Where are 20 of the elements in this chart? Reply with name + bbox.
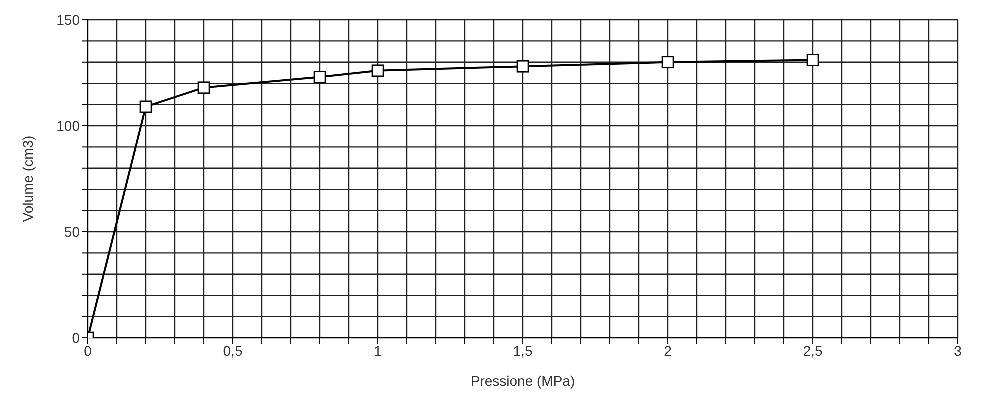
x-tick-label: 3 bbox=[954, 342, 962, 359]
x-tick-label: 1,5 bbox=[513, 342, 533, 359]
x-tick-label: 0 bbox=[84, 342, 92, 359]
y-tick-label: 50 bbox=[64, 224, 80, 240]
point bbox=[314, 71, 326, 84]
point bbox=[198, 82, 210, 94]
point bbox=[372, 64, 384, 78]
x-tick-label: 0,5 bbox=[223, 342, 243, 359]
point bbox=[806, 54, 820, 66]
point bbox=[140, 100, 152, 114]
point bbox=[662, 56, 674, 69]
x-axis-title: Pressione (MPa) bbox=[470, 373, 576, 389]
y-tick-label: 100 bbox=[56, 118, 80, 134]
x-tick-label: 2,5 bbox=[803, 342, 823, 359]
x-tick-label: 2 bbox=[664, 342, 672, 359]
y-tick-label: 150 bbox=[56, 12, 80, 28]
x-tick-label: 1 bbox=[374, 342, 382, 359]
point bbox=[516, 60, 530, 73]
y-tick-label: 0 bbox=[72, 330, 80, 346]
y-axis-title: Volume (cm3) bbox=[20, 136, 36, 222]
